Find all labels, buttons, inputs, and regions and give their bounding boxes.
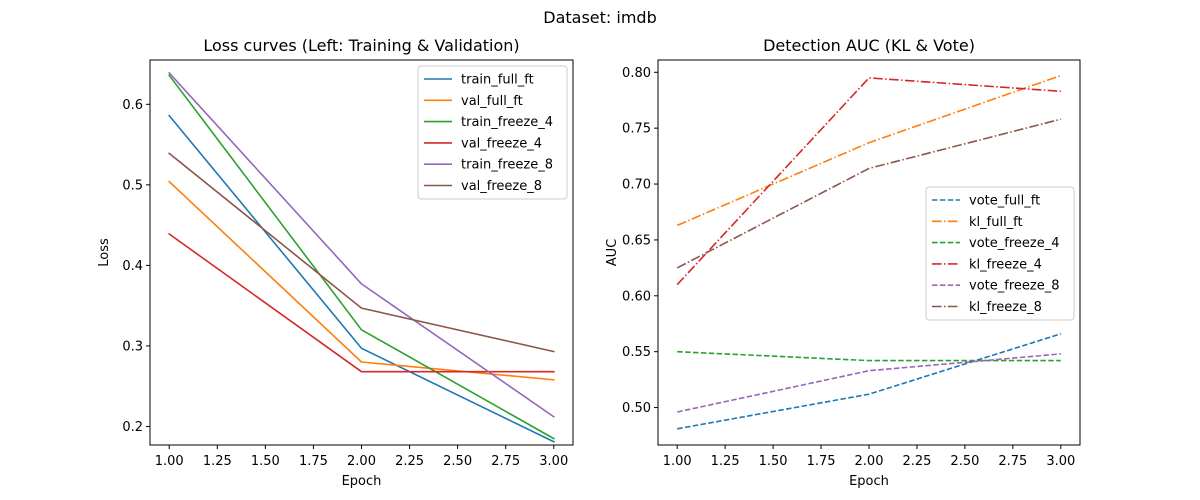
auc-x-tick-label: 1.50 [759, 454, 788, 469]
loss-x-tick-label: 3.00 [539, 454, 568, 469]
auc-legend-label: vote_freeze_4 [969, 236, 1059, 251]
auc-y-tick-label: 0.75 [622, 122, 651, 137]
auc-series-line-vote-freeze-8 [677, 353, 1061, 413]
figure-title: Dataset: imdb [543, 8, 656, 27]
loss-y-tick-label: 0.2 [122, 420, 143, 435]
auc-chart-title: Detection AUC (KL & Vote) [763, 36, 975, 55]
loss-legend-label: train_full_ft [461, 73, 534, 88]
auc-legend-label: kl_full_ft [969, 215, 1023, 230]
auc-x-tick-label: 1.00 [663, 454, 692, 469]
loss-x-tick-label: 1.25 [203, 454, 232, 469]
loss-series-line-train-freeze-4 [168, 74, 555, 440]
loss-legend-box [417, 65, 568, 200]
auc-y-tick-label: 0.65 [622, 233, 651, 248]
loss-series-line-train-freeze-8 [168, 71, 555, 418]
auc-y-axis-label: AUC [605, 239, 620, 267]
auc-y-tick-label: 0.80 [622, 66, 651, 81]
auc-x-tick-label: 2.25 [902, 454, 931, 469]
loss-curves-panel: Loss curves (Left: Training & Validation… [97, 36, 574, 489]
auc-legend: vote_full_ft kl_full_ft vote_freeze_4 kl_fr… [925, 186, 1075, 321]
auc-legend-label: vote_full_ft [969, 194, 1040, 209]
auc-series-line-kl-freeze-4 [676, 77, 1061, 286]
auc-y-tick-label: 0.60 [622, 289, 651, 304]
detection-auc-panel: Detection AUC (KL & Vote) Epoch AUC 1.00… [605, 36, 1081, 489]
auc-series-group [676, 74, 1062, 430]
loss-y-tick-label: 0.3 [122, 339, 143, 354]
auc-x-tick-label: 3.00 [1046, 454, 1075, 469]
auc-y-tick-label: 0.55 [622, 345, 651, 360]
loss-legend: train_full_ft val_full_ft train_freeze_4va… [417, 65, 568, 200]
loss-x-tick-label: 2.75 [491, 454, 520, 469]
auc-x-tick-label: 1.75 [807, 454, 836, 469]
auc-x-tick-label: 2.00 [855, 454, 884, 469]
loss-chart-title: Loss curves (Left: Training & Validation… [203, 36, 519, 55]
auc-series-line-vote-full-ft [677, 333, 1062, 430]
loss-series-line-val-freeze-8 [168, 152, 555, 353]
loss-legend-label: val_freeze_4 [461, 136, 542, 151]
loss-x-tick-label: 2.25 [395, 454, 424, 469]
loss-series-group [168, 71, 555, 443]
loss-legend-label: val_freeze_8 [461, 179, 542, 194]
auc-x-tick-label: 2.50 [950, 454, 979, 469]
auc-legend-label: kl_freeze_4 [969, 257, 1042, 272]
loss-legend-label: train_freeze_4 [461, 115, 553, 130]
loss-y-tick-label: 0.5 [122, 178, 143, 193]
loss-y-tick-label: 0.4 [122, 259, 143, 274]
loss-series-line-train-full-ft [168, 114, 555, 443]
loss-legend-label: val_full_ft [461, 94, 523, 109]
loss-x-tick-label: 1.75 [299, 454, 328, 469]
auc-x-tick-label: 1.25 [711, 454, 740, 469]
loss-x-tick-label: 1.50 [251, 454, 280, 469]
auc-x-tick-label: 2.75 [998, 454, 1027, 469]
auc-series-line-vote-freeze-4 [677, 350, 1061, 362]
loss-series-line-val-full-ft [168, 180, 555, 381]
loss-y-tick-label: 0.6 [122, 98, 143, 113]
auc-y-tick-label: 0.70 [622, 178, 651, 193]
auc-x-axis-label: Epoch [849, 474, 889, 489]
auc-series-line-kl-freeze-8 [676, 118, 1061, 269]
auc-y-tick-label: 0.50 [622, 401, 651, 416]
loss-x-tick-label: 2.50 [443, 454, 472, 469]
auc-legend-label: kl_freeze_8 [969, 300, 1042, 315]
loss-series-line-val-freeze-4 [168, 232, 555, 373]
loss-x-tick-label: 1.00 [155, 454, 184, 469]
auc-series-line-kl-full-ft [676, 74, 1062, 227]
loss-x-tick-label: 2.00 [347, 454, 376, 469]
loss-x-axis-label: Epoch [342, 474, 382, 489]
loss-legend-label: train_freeze_8 [461, 158, 553, 173]
auc-legend-label: vote_freeze_8 [969, 279, 1059, 294]
auc-legend-box [925, 186, 1075, 321]
loss-y-axis-label: Loss [97, 238, 112, 267]
